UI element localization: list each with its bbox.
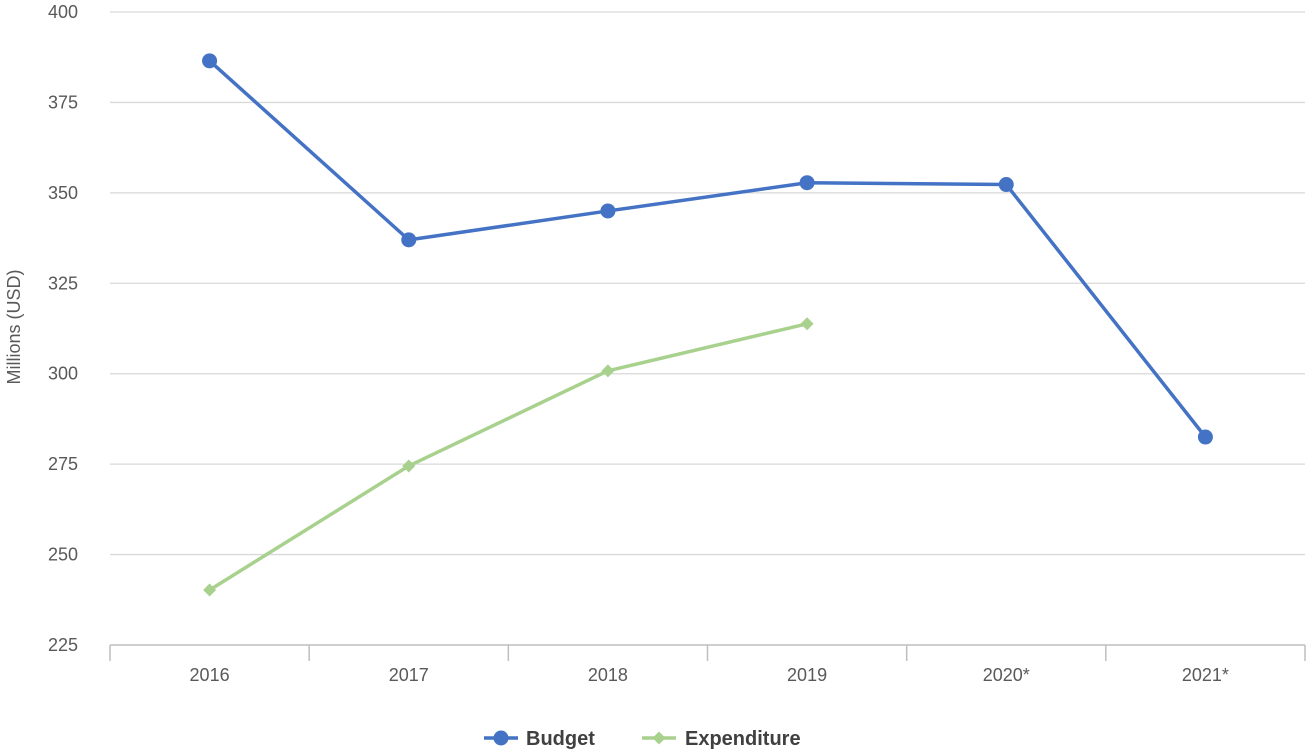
legend[interactable]: Budget Expenditure — [484, 728, 801, 750]
y-tick-label: 400 — [48, 2, 78, 22]
legend-diamond-marker — [652, 731, 666, 745]
x-tick-label: 2021* — [1182, 665, 1229, 685]
legend-circle-marker — [493, 730, 509, 746]
data-point[interactable] — [1197, 429, 1213, 445]
x-axis: 2016 2017 2018 2019 2020* 2021* — [109, 644, 1306, 685]
series-line — [208, 322, 808, 592]
data-point[interactable] — [203, 583, 217, 597]
data-point[interactable] — [202, 53, 218, 69]
legend-label: Expenditure — [685, 728, 801, 750]
data-point[interactable] — [998, 177, 1014, 193]
data-point[interactable] — [800, 317, 814, 331]
x-tick-label: 2017 — [389, 665, 429, 685]
x-tick-label: 2018 — [588, 665, 628, 685]
data-point[interactable] — [402, 459, 416, 473]
series-budget — [202, 53, 1213, 445]
legend-label: Budget — [526, 728, 595, 750]
legend-item-budget[interactable]: Budget — [484, 728, 595, 750]
legend-item-expenditure[interactable]: Expenditure — [642, 728, 801, 750]
series-expenditure — [203, 317, 814, 597]
gridlines — [110, 11, 1305, 556]
y-tick-label: 225 — [48, 635, 78, 655]
series-line — [208, 59, 1207, 439]
y-tick-label: 350 — [48, 183, 78, 203]
x-tick-label: 2019 — [787, 665, 827, 685]
x-tick-label: 2020* — [983, 665, 1030, 685]
y-axis-ticks: 225 250 275 300 325 350 375 400 — [48, 2, 78, 655]
y-tick-label: 300 — [48, 364, 78, 384]
y-tick-label: 325 — [48, 273, 78, 293]
series-group — [202, 53, 1213, 597]
data-point[interactable] — [799, 175, 815, 191]
data-point[interactable] — [601, 364, 615, 378]
y-tick-label: 275 — [48, 454, 78, 474]
y-tick-label: 375 — [48, 92, 78, 112]
y-axis-title: Millions (USD) — [4, 269, 24, 384]
x-tick-label: 2016 — [190, 665, 230, 685]
data-point[interactable] — [401, 232, 417, 248]
y-tick-label: 250 — [48, 545, 78, 565]
data-point[interactable] — [600, 203, 616, 219]
